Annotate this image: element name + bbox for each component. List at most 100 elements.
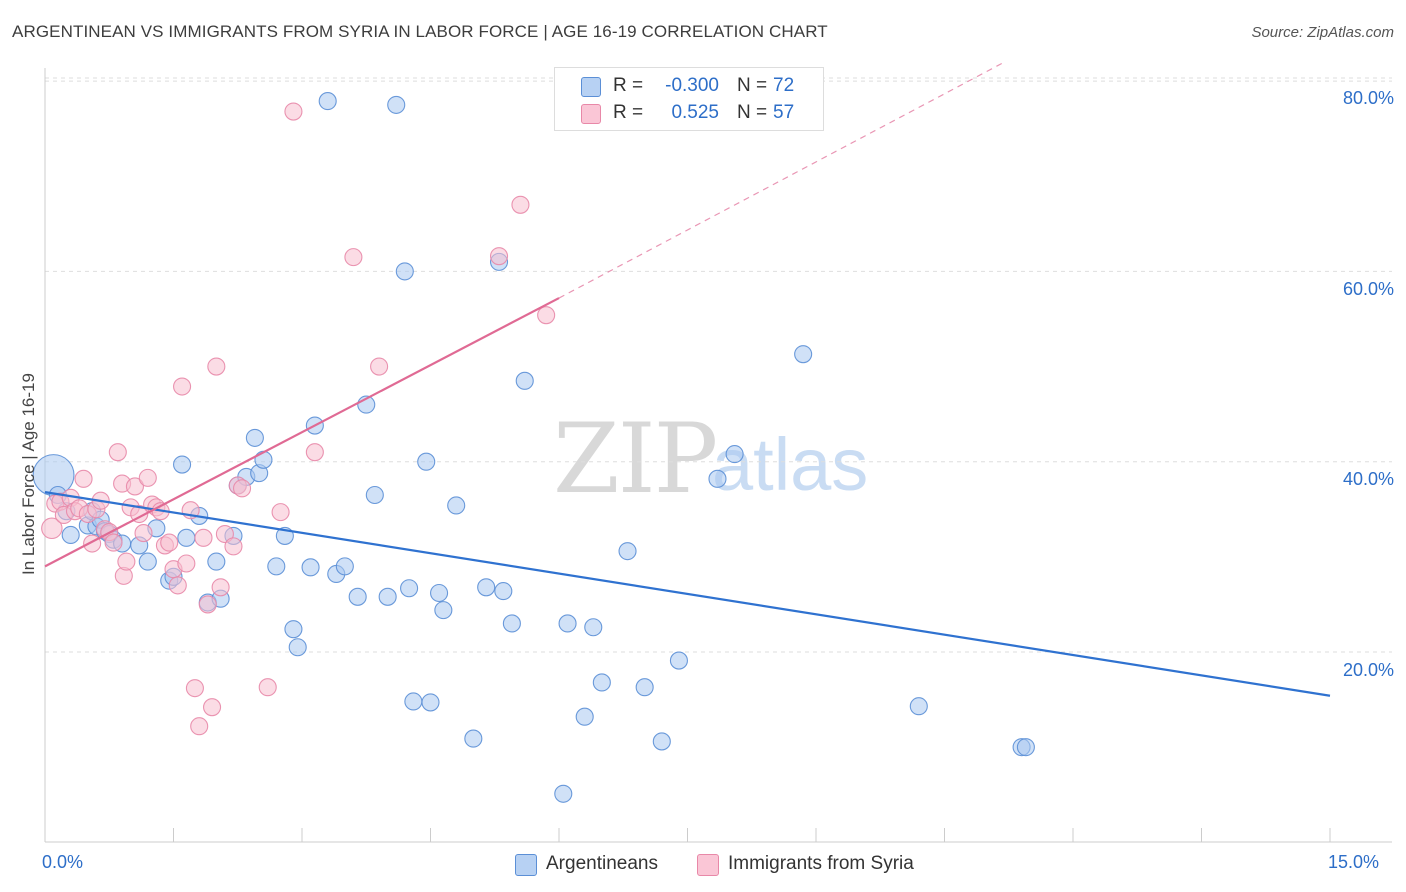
syria-point: [177, 554, 196, 573]
y-tick-label-80: 80.0%: [1342, 88, 1394, 108]
legend-swatch-pink: [697, 854, 719, 876]
syria-point: [125, 477, 144, 496]
argentinean-point: [708, 469, 727, 488]
syria-point: [104, 533, 123, 552]
argentinean-point: [909, 697, 928, 716]
legend-n-label: N =: [737, 102, 768, 123]
y-axis-label: In Labor Force | Age 16-19: [19, 373, 38, 575]
legend-swatch-pink: [581, 104, 601, 124]
syria-point: [41, 517, 63, 540]
syria-point: [489, 247, 509, 266]
x-tick-label-min: 0.0%: [42, 852, 84, 872]
argentinean-point: [173, 455, 192, 474]
syria-point: [271, 503, 290, 522]
argentinean-point: [794, 345, 813, 364]
argentinean-point: [554, 784, 573, 803]
legend-r-value: -0.300: [665, 75, 719, 96]
argentinean-point: [430, 583, 449, 603]
argentinean-point: [618, 542, 637, 561]
syria-point: [194, 528, 213, 547]
y-tick-label-40: 40.0%: [1342, 469, 1394, 489]
argentinean-point: [477, 578, 496, 597]
argentinean-point: [494, 582, 513, 601]
syria-point: [168, 576, 187, 595]
syria-point: [185, 679, 204, 698]
legend-swatch-blue: [515, 854, 537, 876]
argentinean-point: [318, 92, 337, 111]
watermark-zip: ZIP: [553, 403, 716, 515]
correlation-legend: R = -0.300 N = 72 R = 0.525 N = 57: [554, 67, 824, 131]
argentinean-point: [447, 496, 466, 515]
syria-point: [511, 195, 530, 214]
syria-point: [160, 533, 179, 552]
argentinean-point: [378, 587, 397, 606]
syria-point: [203, 698, 222, 717]
argentinean-point: [335, 557, 354, 576]
argentinean-point: [245, 428, 264, 447]
argentinean-point: [177, 528, 196, 547]
argentinean-point: [1016, 738, 1035, 757]
syria-point: [173, 377, 192, 396]
argentinean-point: [502, 614, 521, 633]
argentinean-point: [434, 601, 453, 620]
syria-point: [117, 552, 136, 571]
argentinean-point: [284, 620, 303, 639]
syria-point: [138, 468, 157, 487]
y-tick-label-20: 20.0%: [1342, 660, 1394, 680]
argentinean-point: [652, 732, 671, 751]
argentinean-point: [348, 587, 367, 606]
syria-point: [284, 102, 303, 121]
legend-n-value: 72: [773, 75, 795, 96]
chart-title: ARGENTINEAN VS IMMIGRANTS FROM SYRIA IN …: [12, 22, 828, 41]
syria-point: [207, 357, 226, 376]
argentinean-point: [395, 262, 414, 281]
syria-point: [305, 443, 324, 462]
argentinean-point: [635, 678, 654, 697]
argentinean-point: [400, 579, 419, 598]
syria-point: [370, 357, 389, 376]
argentinean-point: [558, 614, 577, 633]
legend-r-value: 0.525: [671, 102, 719, 123]
argentinean-point: [515, 371, 534, 390]
argentinean-trend-line: [44, 491, 1331, 697]
syria-point: [224, 537, 243, 556]
syria-point: [190, 717, 209, 736]
legend-label: Argentineans: [546, 853, 658, 874]
argentinean-point: [404, 692, 423, 711]
syria-point: [198, 595, 217, 614]
argentinean-point: [61, 525, 80, 545]
argentinean-point: [725, 445, 744, 464]
syria-point: [232, 479, 252, 498]
argentinean-point: [267, 557, 286, 576]
argentinean-point: [254, 450, 273, 469]
x-tick-label-max: 15.0%: [1328, 852, 1380, 872]
argentinean-point: [584, 618, 603, 637]
legend-n-label: N =: [737, 75, 768, 96]
legend-r-label: R =: [613, 102, 644, 123]
argentinean-point: [592, 673, 611, 692]
syria-point: [215, 524, 234, 544]
legend-row-syria: R = 0.525 N = 57: [555, 100, 823, 126]
syria-trend-line: [44, 297, 560, 568]
argentinean-point: [417, 452, 436, 471]
syria-point: [258, 678, 277, 697]
syria-point: [108, 443, 127, 462]
legend-label: Immigrants from Syria: [728, 853, 914, 874]
argentinean-point: [365, 485, 384, 505]
argentinean-point: [464, 729, 483, 748]
syria-point: [74, 469, 93, 488]
syria-point: [344, 248, 363, 267]
argentinean-point: [207, 552, 226, 571]
syria-trend-extension: [558, 61, 1005, 299]
legend-row-argentineans: R = -0.300 N = 72: [555, 73, 823, 99]
syria-point: [211, 578, 230, 597]
source-label: Source: ZipAtlas.com: [1251, 24, 1394, 41]
argentinean-point: [288, 638, 307, 657]
syria-point: [537, 306, 556, 325]
series-legend: Argentineans Immigrants from Syria: [0, 850, 1406, 880]
argentinean-point: [669, 651, 688, 670]
argentinean-point: [421, 693, 440, 712]
watermark-atlas: atlas: [712, 423, 868, 506]
legend-r-label: R =: [613, 75, 644, 96]
